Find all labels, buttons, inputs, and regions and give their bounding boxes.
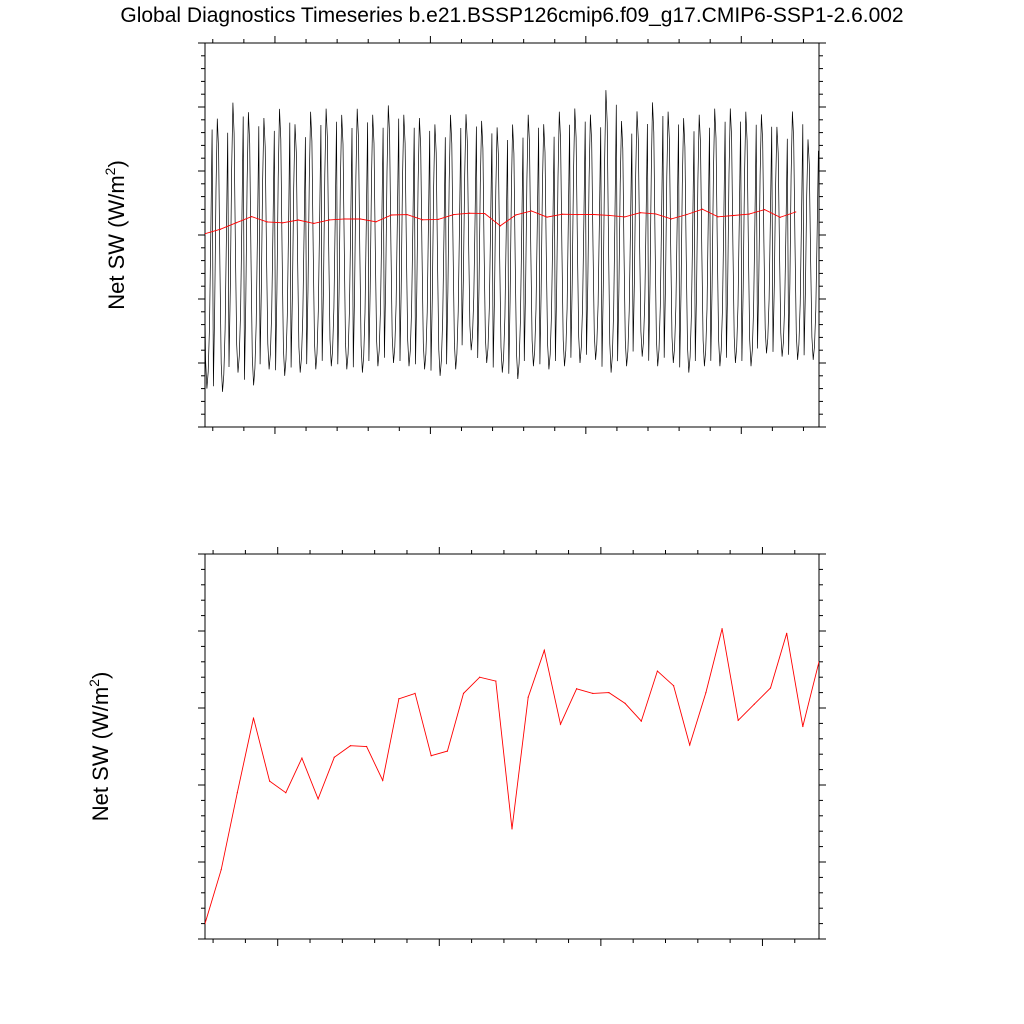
- annual-mean-point: [301, 757, 303, 759]
- annual-mean-point: [297, 219, 299, 221]
- annual-mean-point: [717, 216, 719, 218]
- plot-area: [205, 628, 819, 925]
- annual-mean-line: [205, 628, 819, 924]
- annual-mean-point: [608, 214, 610, 217]
- annual-mean-point: [205, 233, 206, 235]
- y-axis-label: Net SW (W/m2): [102, 160, 129, 310]
- annual-mean-point: [689, 744, 691, 746]
- annual-mean-point: [462, 692, 465, 694]
- y-axis-label-main: Net SW (W/m: [88, 687, 113, 821]
- annual-mean-point: [753, 703, 755, 705]
- annual-mean-point: [365, 745, 368, 748]
- y-axis-label-superscript: 2: [86, 679, 102, 687]
- annual-mean-point: [205, 923, 206, 925]
- annual-mean-point: [422, 219, 424, 221]
- annual-mean-point: [721, 628, 723, 630]
- annual-mean-point: [546, 216, 548, 218]
- annual-mean-point: [328, 219, 330, 221]
- annual-mean-point: [398, 698, 400, 700]
- annual-mean-point: [511, 828, 513, 830]
- plot-frame: [204, 553, 820, 940]
- bottom-panel: Net SW (W/m2): [86, 547, 826, 946]
- annual-mean-point: [437, 218, 439, 220]
- annual-mean-point: [499, 225, 501, 227]
- annual-mean-point: [220, 869, 222, 871]
- annual-mean-point: [561, 213, 564, 215]
- annual-mean-point: [655, 213, 657, 215]
- annual-mean-point: [748, 213, 750, 215]
- annual-mean-point: [285, 792, 287, 794]
- plot-area: [205, 90, 819, 392]
- annual-mean-point: [235, 222, 237, 224]
- annual-mean-point: [559, 723, 562, 725]
- annual-mean-point: [375, 221, 377, 223]
- annual-mean-point: [705, 692, 707, 694]
- annual-mean-point: [349, 745, 352, 747]
- annual-mean-point: [576, 688, 578, 690]
- top-panel: Net SW (W/m2): [102, 36, 826, 434]
- annual-mean-point: [769, 687, 772, 689]
- annual-mean-point: [686, 213, 688, 216]
- annual-mean-point: [701, 208, 704, 210]
- annual-mean-point: [219, 228, 222, 230]
- monthly-series-line: [205, 90, 819, 392]
- annual-mean-point: [313, 222, 315, 224]
- annual-mean-point: [639, 212, 641, 214]
- annual-mean-point: [795, 211, 797, 213]
- annual-mean-point: [515, 214, 517, 216]
- annual-mean-point: [468, 212, 470, 214]
- annual-mean-point: [640, 720, 642, 722]
- annual-mean-point: [484, 212, 486, 215]
- annual-mean-point: [414, 692, 416, 694]
- annual-mean-point: [577, 213, 579, 216]
- annual-mean-point: [359, 218, 362, 220]
- annual-mean-point: [543, 649, 545, 651]
- annual-mean-point: [495, 680, 497, 682]
- annual-mean-point: [608, 692, 610, 694]
- annual-mean-point: [479, 676, 481, 678]
- annual-mean-point: [269, 780, 271, 782]
- annual-mean-point: [252, 717, 255, 719]
- annual-mean-point: [670, 218, 672, 220]
- annual-mean-point: [236, 792, 238, 794]
- annual-mean-point: [390, 214, 393, 216]
- annual-mean-point: [406, 213, 408, 216]
- annual-mean-point: [317, 798, 319, 800]
- y-axis-label-close: ): [104, 160, 129, 167]
- annual-mean-point: [344, 218, 346, 220]
- annual-mean-point: [786, 632, 788, 634]
- annual-mean-point: [453, 213, 455, 216]
- annual-mean-point: [282, 222, 284, 224]
- annual-mean-point: [732, 214, 735, 217]
- annual-mean-point: [266, 221, 268, 223]
- annual-mean-point: [779, 216, 781, 218]
- annual-mean-point: [624, 216, 626, 218]
- annual-mean-point: [592, 692, 594, 694]
- annual-mean-point: [446, 750, 448, 752]
- annual-mean-point: [672, 685, 675, 687]
- annual-mean-point: [802, 725, 804, 728]
- y-axis-label-main: Net SW (W/m: [104, 175, 129, 309]
- annual-mean-point: [382, 779, 384, 781]
- annual-mean-point: [527, 696, 529, 698]
- annual-mean-point: [624, 702, 626, 704]
- annual-mean-point: [818, 661, 819, 663]
- annual-mean-point: [737, 719, 739, 721]
- y-axis-label-close: ): [88, 672, 113, 679]
- figure-title: Global Diagnostics Timeseries b.e21.BSSP…: [120, 4, 903, 27]
- annual-mean-point: [251, 216, 253, 218]
- annual-mean-point: [656, 670, 659, 672]
- annual-mean-point: [593, 213, 595, 216]
- y-axis-label: Net SW (W/m2): [86, 672, 113, 822]
- annual-mean-point: [333, 756, 335, 758]
- annual-mean-point: [763, 208, 766, 211]
- annual-mean-point: [530, 210, 533, 212]
- annual-mean-point: [430, 755, 432, 757]
- y-axis-label-superscript: 2: [102, 167, 118, 175]
